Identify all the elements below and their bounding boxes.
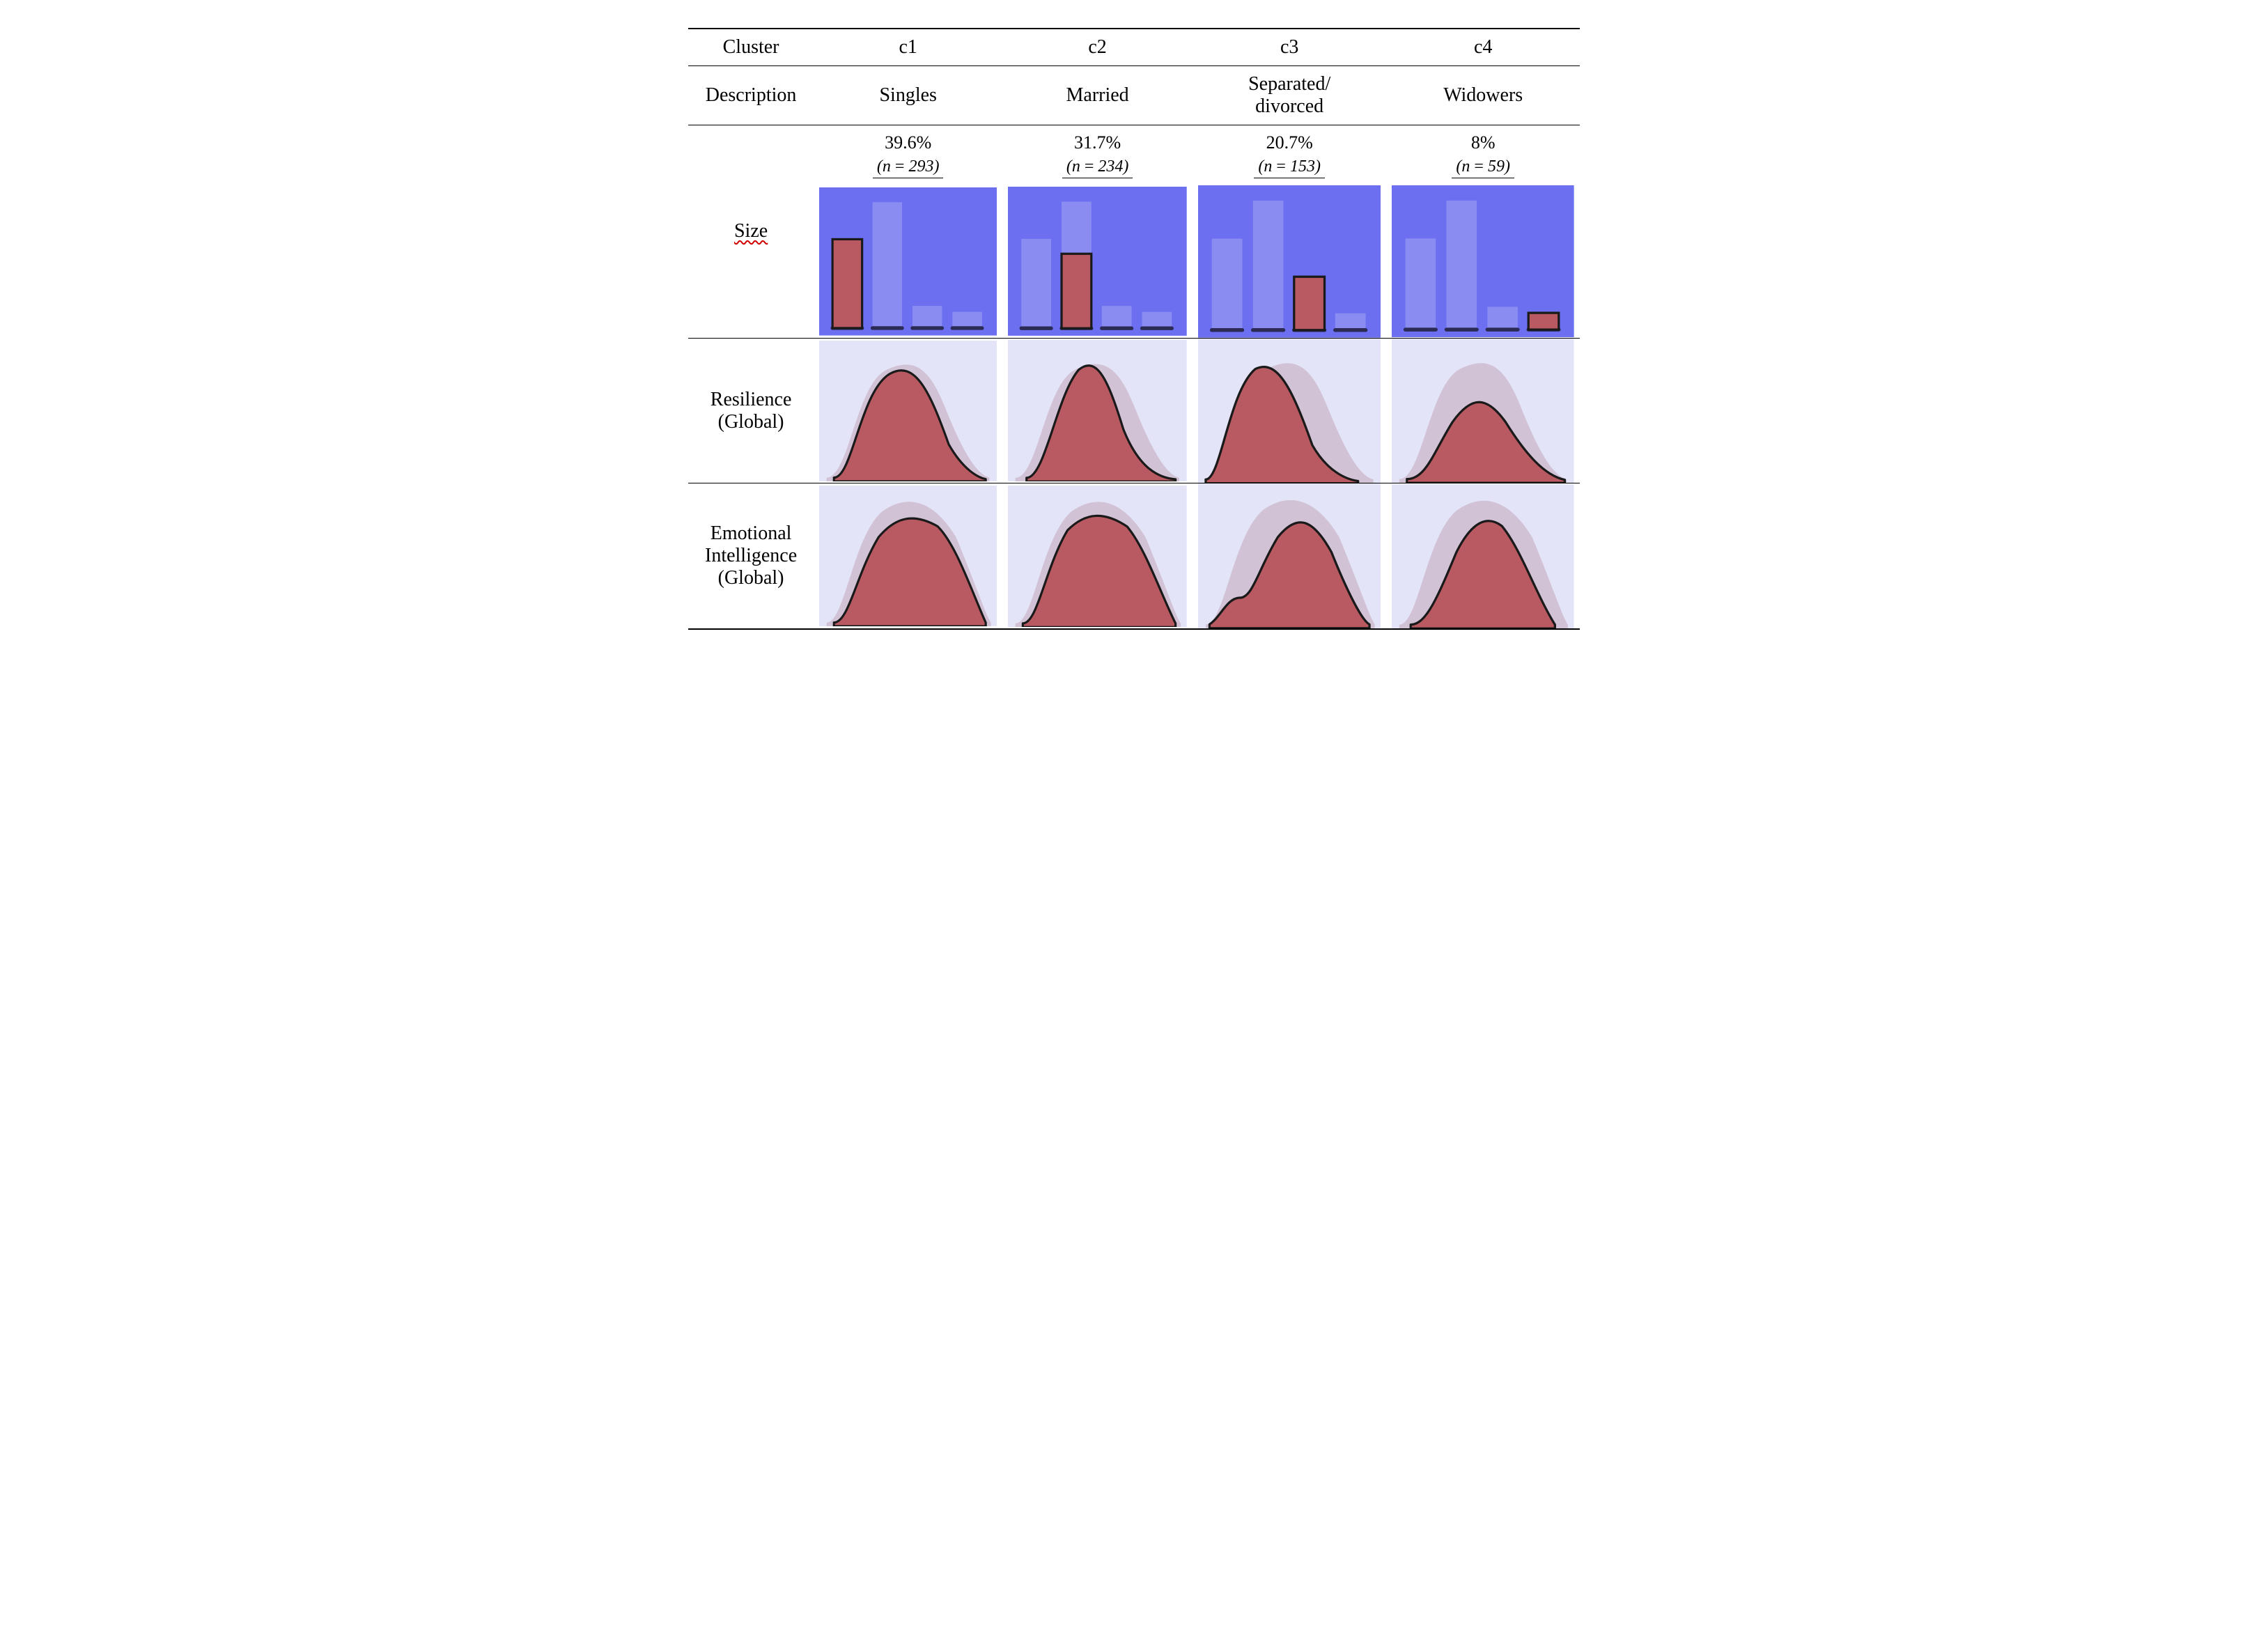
ei-c3 (1193, 483, 1386, 629)
resilience-c1 (814, 338, 1002, 483)
resilience-c3 (1193, 338, 1386, 483)
header-cluster: Cluster (688, 29, 814, 66)
pct-c3: 20.7% (1198, 132, 1381, 153)
size-c1-text: 39.6% (n = 293) (814, 125, 1002, 186)
ei-l1: Emotional (705, 522, 797, 545)
resilience-l1: Resilience (705, 389, 797, 411)
barchart-c3 (1193, 185, 1386, 338)
ei-l2: Intelligence (705, 545, 797, 567)
size-label: Size (734, 220, 768, 242)
ei-l3: (Global) (705, 567, 797, 589)
col-c3: c3 (1193, 29, 1386, 66)
n-c2: 234 (1098, 157, 1123, 176)
pct-c2: 31.7% (1008, 132, 1187, 153)
cluster-table: Cluster c1 c2 c3 c4 Description Singles … (688, 28, 1580, 630)
size-c4-text: 8% (n = 59) (1386, 125, 1580, 186)
col-c2: c2 (1002, 29, 1193, 66)
desc-c3: Separated/ divorced (1193, 66, 1386, 125)
barchart-c1 (814, 185, 1002, 338)
n-c1: 293 (908, 157, 933, 176)
desc-c1: Singles (814, 66, 1002, 125)
barchart-c2 (1002, 185, 1193, 338)
barchart-c4 (1386, 185, 1580, 338)
pct-c4: 8% (1392, 132, 1574, 153)
size-c3-text: 20.7% (n = 153) (1193, 125, 1386, 186)
row-ei: Emotional Intelligence (Global) (688, 483, 814, 629)
ei-c4 (1386, 483, 1580, 629)
desc-c2: Married (1002, 66, 1193, 125)
col-c1: c1 (814, 29, 1002, 66)
desc-c3-l1: Separated/ (1198, 73, 1381, 95)
desc-c3-l2: divorced (1198, 95, 1381, 118)
header-description: Description (688, 66, 814, 125)
n-c3: 153 (1290, 157, 1315, 176)
resilience-c4 (1386, 338, 1580, 483)
row-size: Size (688, 125, 814, 339)
pct-c1: 39.6% (819, 132, 997, 153)
resilience-c2 (1002, 338, 1193, 483)
n-c4: 59 (1488, 157, 1505, 176)
ei-c2 (1002, 483, 1193, 629)
row-resilience: Resilience (Global) (688, 338, 814, 483)
size-c2-text: 31.7% (n = 234) (1002, 125, 1193, 186)
col-c4: c4 (1386, 29, 1580, 66)
desc-c4: Widowers (1386, 66, 1580, 125)
resilience-l2: (Global) (705, 411, 797, 433)
ei-c1 (814, 483, 1002, 629)
